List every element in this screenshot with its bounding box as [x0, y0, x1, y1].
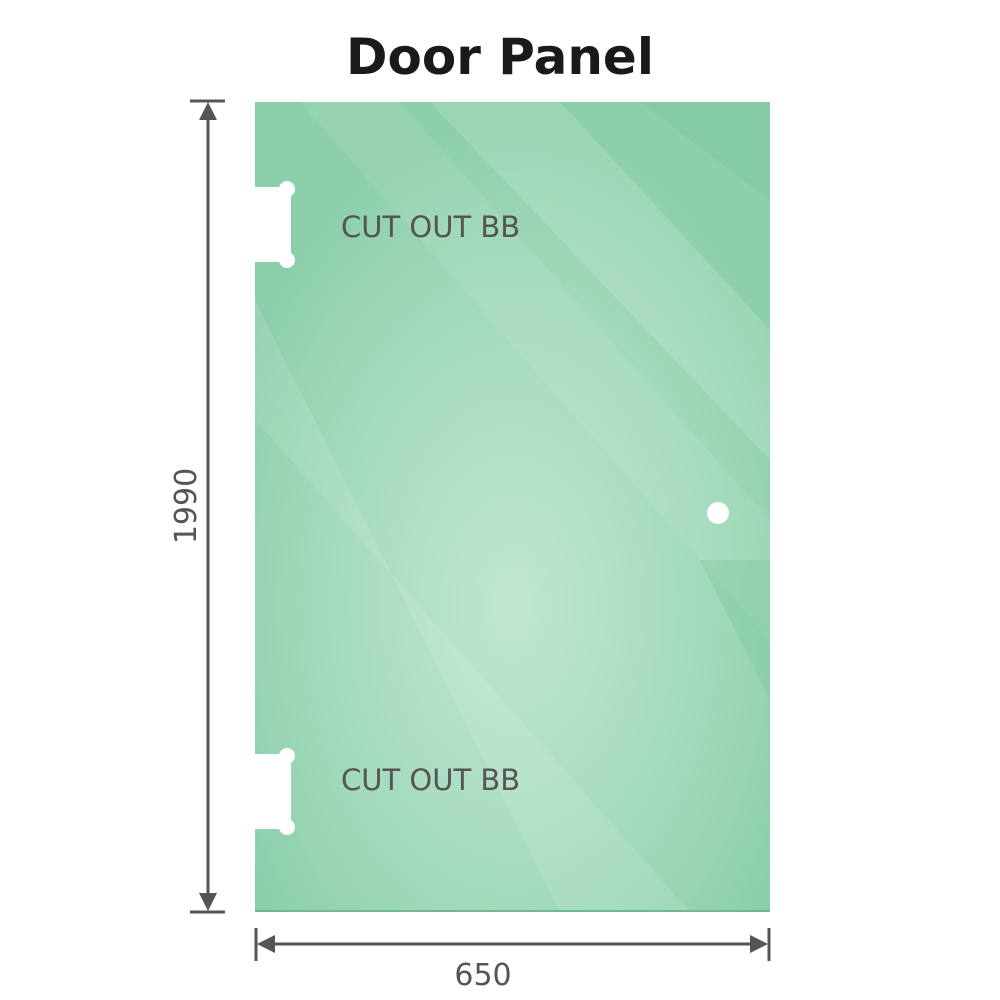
height-dimension-line: [190, 99, 225, 914]
cutout-label-bottom: CUT OUT BB: [341, 763, 520, 797]
width-dimension-line: [254, 928, 771, 961]
width-dimension-label: 650: [454, 958, 511, 993]
glass-panel: [255, 102, 770, 912]
cutout-top: [253, 181, 295, 268]
cutout-bottom: [253, 748, 295, 835]
handle-hole: [707, 502, 729, 524]
height-dimension-label: 1990: [169, 468, 204, 544]
cutout-label-top: CUT OUT BB: [341, 210, 520, 244]
diagram-title: Door Panel: [346, 28, 654, 86]
